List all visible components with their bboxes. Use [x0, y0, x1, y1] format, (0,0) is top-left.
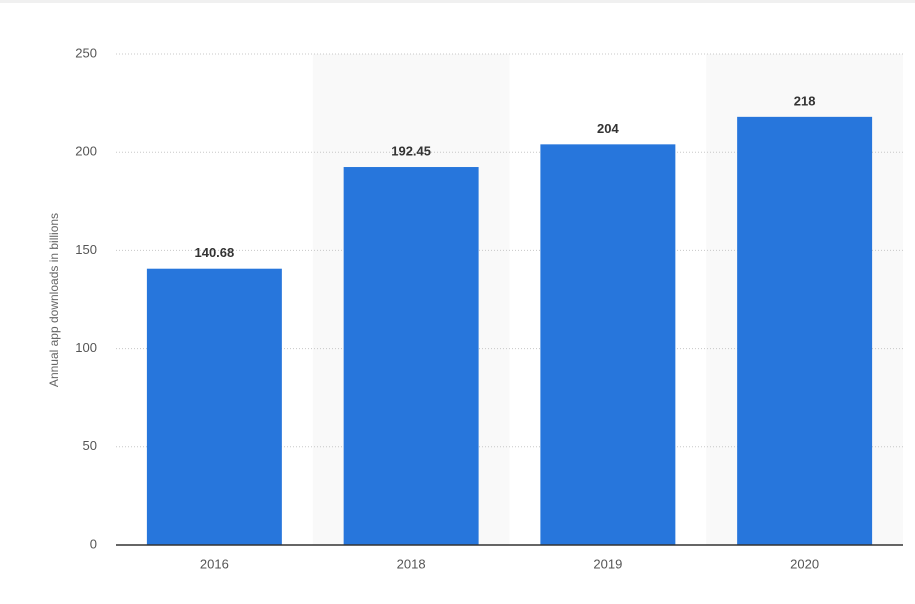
bar — [737, 116, 873, 546]
y-tick-label: 100 — [75, 340, 97, 355]
x-tick-label: 2016 — [200, 556, 229, 571]
x-tick-label: 2020 — [790, 556, 819, 571]
y-tick-label: 200 — [75, 144, 97, 159]
y-tick-label: 0 — [90, 536, 97, 551]
bar — [146, 268, 282, 545]
y-tick-label: 50 — [83, 438, 97, 453]
bar — [540, 144, 676, 545]
y-tick-label: 250 — [75, 45, 97, 60]
x-tick-label: 2019 — [593, 556, 622, 571]
bar — [343, 167, 479, 545]
y-axis-label: Annual app downloads in billions — [47, 213, 61, 387]
x-tick-label: 2018 — [397, 556, 426, 571]
value-label: 140.68 — [194, 245, 234, 260]
value-label: 192.45 — [391, 143, 431, 158]
value-label: 218 — [794, 93, 816, 108]
y-tick-label: 150 — [75, 242, 97, 257]
value-label: 204 — [597, 121, 619, 136]
top-border — [0, 0, 915, 3]
